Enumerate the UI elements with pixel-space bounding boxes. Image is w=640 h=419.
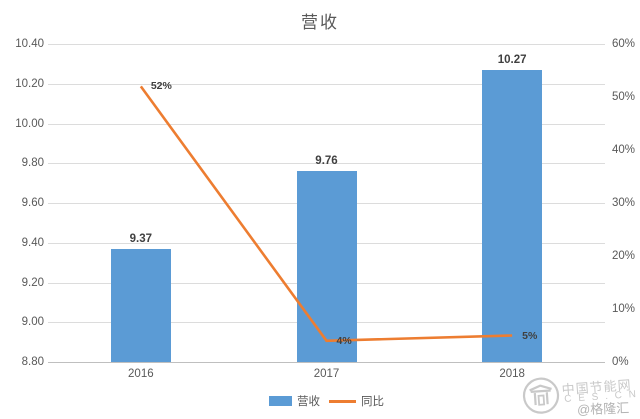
legend: 营收 同比 — [48, 393, 605, 409]
gridline — [48, 163, 605, 165]
bar-value-label: 9.37 — [129, 232, 153, 245]
line-value-label: 52% — [150, 80, 172, 93]
right-axis-tick: 40% — [612, 144, 636, 156]
legend-item-bar: 营收 — [269, 393, 320, 409]
gridline — [48, 83, 605, 85]
line-value-label: 4% — [336, 334, 352, 347]
right-axis-tick: 50% — [612, 91, 636, 103]
x-axis-label-2017: 2017 — [313, 368, 340, 380]
bar-2016 — [110, 248, 171, 362]
watermark-logo-icon — [522, 377, 560, 414]
left-axis-tick: 8.80 — [21, 356, 44, 368]
left-axis-tick: 9.20 — [21, 276, 44, 289]
bar-value-label: 10.27 — [497, 53, 527, 66]
bar-2018 — [482, 69, 543, 362]
left-axis-tick: 9.40 — [21, 236, 44, 249]
right-axis-tick: 0% — [612, 356, 629, 368]
legend-line-swatch-icon — [329, 399, 356, 403]
bar-value-label: 9.76 — [315, 155, 338, 168]
line-series — [139, 85, 513, 343]
legend-bar-swatch-icon — [269, 396, 292, 406]
right-axis-tick: 30% — [612, 197, 636, 209]
left-axis-tick: 10.40 — [15, 38, 44, 50]
legend-item-line: 同比 — [329, 393, 384, 409]
line-path — [139, 85, 513, 343]
watermark-handle: @格隆汇 — [576, 400, 630, 418]
left-axis-tick: 9.80 — [21, 157, 44, 170]
x-axis-label-2018: 2018 — [499, 368, 525, 380]
x-axis-label-2016: 2016 — [128, 368, 154, 380]
plot-area: 9.37 9.76 10.27 52% 4% 5% — [48, 44, 605, 363]
right-axis-tick: 60% — [612, 38, 636, 50]
right-axis-tick: 20% — [612, 250, 636, 262]
legend-label: 营收 — [297, 396, 320, 408]
legend-label: 同比 — [361, 396, 384, 408]
chart-title: 营收 — [301, 13, 339, 32]
x-axis-line — [48, 362, 605, 363]
watermark: 中国节能网 C E S . C N @格隆汇 — [518, 366, 639, 419]
left-axis-tick: 10.20 — [15, 77, 44, 90]
line-value-label: 5% — [522, 329, 538, 342]
left-axis-tick: 10.00 — [15, 117, 44, 130]
right-axis-tick: 10% — [612, 303, 636, 315]
left-axis-tick: 9.00 — [21, 316, 44, 329]
left-axis-tick: 9.60 — [21, 197, 44, 209]
gridline — [48, 123, 605, 125]
gridline — [48, 44, 605, 45]
bar-2017 — [296, 171, 357, 362]
